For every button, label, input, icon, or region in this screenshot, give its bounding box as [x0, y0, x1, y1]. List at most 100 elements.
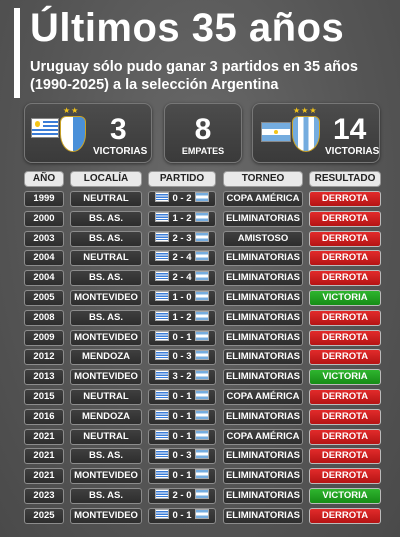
year-cell: 2008 [24, 310, 64, 326]
match-score: 1 - 2 [172, 213, 192, 224]
uruguay-flag-icon [155, 271, 170, 281]
score-cell: 0 - 1 [148, 468, 216, 484]
result-cell: DERROTA [309, 508, 381, 524]
year-cell: 2021 [24, 429, 64, 445]
tournament-cell: ELIMINATORIAS [223, 211, 303, 227]
result-cell: DERROTA [309, 349, 381, 365]
match-score: 3 - 2 [172, 371, 192, 382]
result-cell: VICTORIA [309, 369, 381, 385]
match-score: 2 - 4 [172, 252, 192, 263]
match-score: 0 - 1 [172, 411, 192, 422]
year-cell: 2016 [24, 409, 64, 425]
score-cell: 2 - 3 [148, 231, 216, 247]
year-cell: 2025 [24, 508, 64, 524]
argentina-flag-icon [194, 232, 209, 242]
venue-cell: MENDOZA [70, 349, 142, 365]
stars-icon: ★★ [63, 106, 80, 115]
uruguay-flag-icon [155, 370, 170, 380]
match-score: 0 - 1 [172, 510, 192, 521]
tournament-cell: ELIMINATORIAS [223, 250, 303, 266]
uruguay-flag-icon [155, 390, 170, 400]
tournament-cell: AMISTOSO [223, 231, 303, 247]
argentina-flag-icon [194, 212, 209, 222]
venue-cell: MONTEVIDEO [70, 508, 142, 524]
year-cell: 1999 [24, 191, 64, 207]
uruguay-flag-icon [155, 291, 170, 301]
year-cell: 2013 [24, 369, 64, 385]
argentina-flag-icon [194, 251, 209, 261]
score-cell: 0 - 1 [148, 330, 216, 346]
result-cell: VICTORIA [309, 488, 381, 504]
score-cell: 0 - 1 [148, 389, 216, 405]
match-score: 0 - 3 [172, 351, 192, 362]
uruguay-flag-icon [155, 509, 170, 519]
tournament-cell: ELIMINATORIAS [223, 369, 303, 385]
venue-cell: MONTEVIDEO [70, 290, 142, 306]
year-cell: 2023 [24, 488, 64, 504]
argentina-flag-icon [194, 469, 209, 479]
score-cell: 0 - 3 [148, 448, 216, 464]
argentina-flag-icon [194, 449, 209, 459]
result-cell: DERROTA [309, 211, 381, 227]
tournament-cell: ELIMINATORIAS [223, 448, 303, 464]
auf-crest-icon [60, 116, 86, 152]
uruguay-flag-icon [155, 410, 170, 420]
year-cell: 2015 [24, 389, 64, 405]
tournament-cell: ELIMINATORIAS [223, 488, 303, 504]
argentina-flag-icon [194, 370, 209, 380]
match-score: 0 - 3 [172, 450, 192, 461]
tournament-cell: ELIMINATORIAS [223, 409, 303, 425]
venue-cell: MONTEVIDEO [70, 468, 142, 484]
result-cell: DERROTA [309, 448, 381, 464]
uruguay-flag-icon [155, 449, 170, 459]
uruguay-flag-icon [155, 489, 170, 499]
year-cell: 2000 [24, 211, 64, 227]
venue-cell: BS. AS. [70, 488, 142, 504]
argentina-flag-icon [194, 489, 209, 499]
venue-cell: BS. AS. [70, 270, 142, 286]
tournament-cell: ELIMINATORIAS [223, 330, 303, 346]
argentina-flag-icon [194, 271, 209, 281]
score-cell: 1 - 2 [148, 211, 216, 227]
score-cell: 0 - 1 [148, 429, 216, 445]
argentina-flag-icon [194, 291, 209, 301]
venue-cell: BS. AS. [70, 310, 142, 326]
draws-summary-card: 8 EMPATES [164, 103, 242, 163]
column-header-venue: LOCALÍA [70, 171, 142, 187]
result-cell: DERROTA [309, 330, 381, 346]
uruguay-flag-icon [155, 212, 170, 222]
year-cell: 2005 [24, 290, 64, 306]
uruguay-flag-icon [155, 469, 170, 479]
column-header-result: RESULTADO [309, 171, 381, 187]
result-cell: DERROTA [309, 250, 381, 266]
score-cell: 1 - 2 [148, 310, 216, 326]
score-cell: 1 - 0 [148, 290, 216, 306]
score-cell: 0 - 1 [148, 409, 216, 425]
match-score: 0 - 1 [172, 470, 192, 481]
year-cell: 2009 [24, 330, 64, 346]
result-cell: DERROTA [309, 310, 381, 326]
year-cell: 2021 [24, 448, 64, 464]
uruguay-flag-icon [155, 311, 170, 321]
uruguay-flag-icon [155, 350, 170, 360]
uruguay-summary-card: ★★ 3 VICTORIAS [24, 103, 152, 163]
match-score: 2 - 3 [172, 233, 192, 244]
result-cell: DERROTA [309, 231, 381, 247]
uruguay-flag-icon [155, 331, 170, 341]
uruguay-flag-icon [31, 118, 59, 138]
afa-crest-icon [292, 116, 320, 152]
score-cell: 2 - 4 [148, 250, 216, 266]
argentina-flag-icon [194, 410, 209, 420]
score-cell: 3 - 2 [148, 369, 216, 385]
match-score: 0 - 1 [172, 332, 192, 343]
tournament-cell: COPA AMÉRICA [223, 389, 303, 405]
argentina-flag-icon [194, 192, 209, 202]
match-score: 2 - 4 [172, 272, 192, 283]
argentina-summary-card: ★★★ 14 VICTORIAS [252, 103, 380, 163]
result-cell: DERROTA [309, 270, 381, 286]
venue-cell: BS. AS. [70, 448, 142, 464]
draws-label: EMPATES [181, 146, 225, 156]
year-cell: 2021 [24, 468, 64, 484]
score-cell: 0 - 2 [148, 191, 216, 207]
